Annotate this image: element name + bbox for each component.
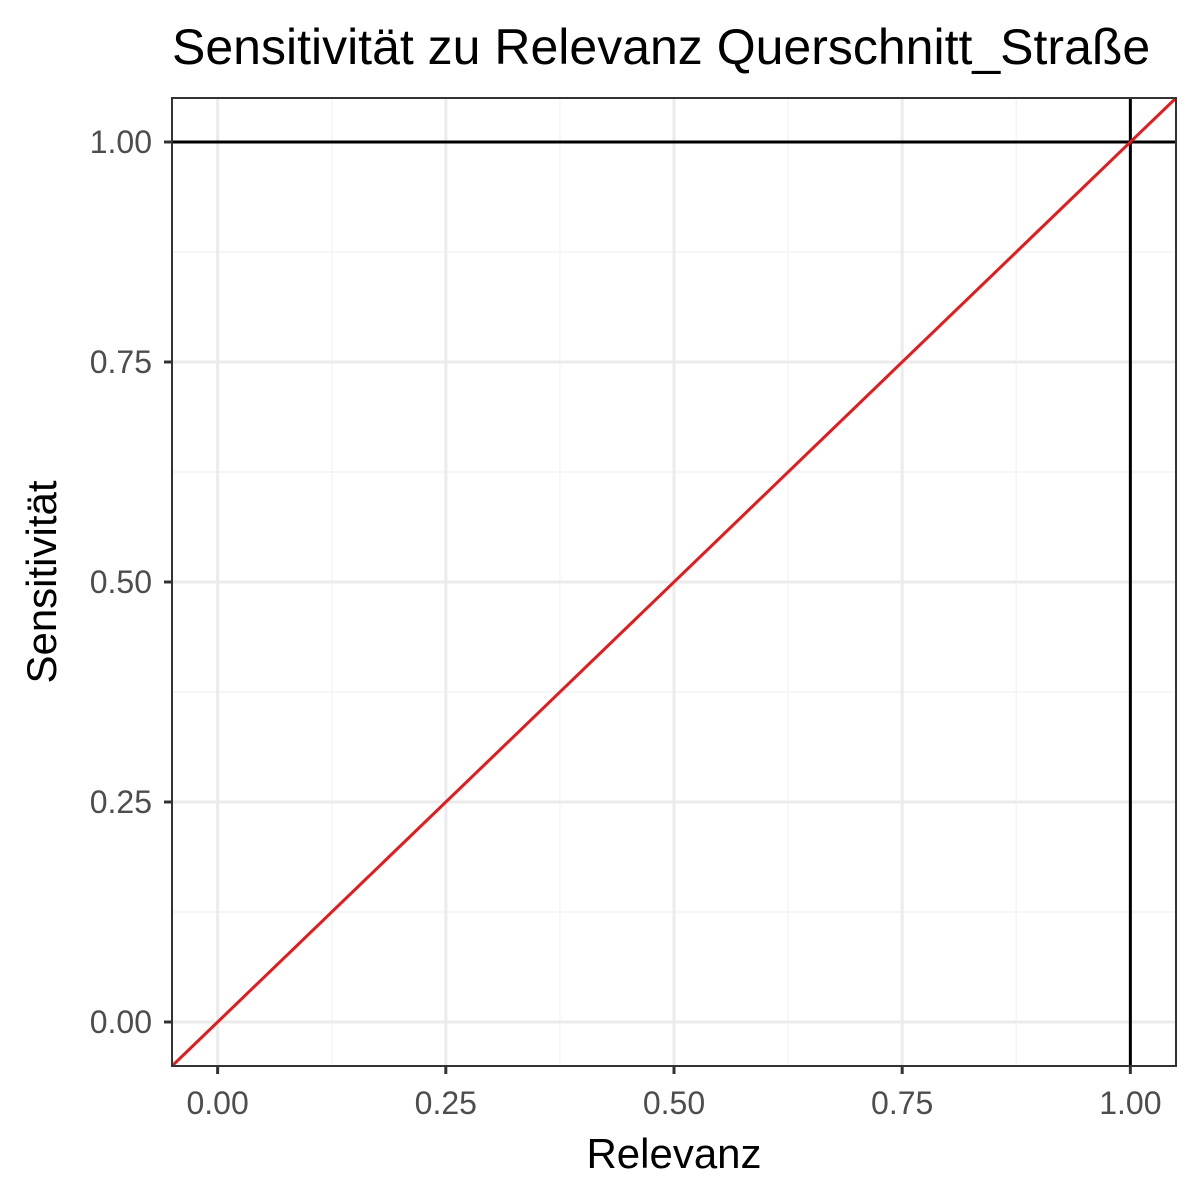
y-tick-label: 1.00: [90, 124, 152, 160]
y-axis-title: Sensitivität: [18, 480, 65, 683]
x-tick-label: 1.00: [1099, 1085, 1161, 1121]
x-tick-label: 0.75: [871, 1085, 933, 1121]
x-axis: 0.00 0.25 0.50 0.75 1.00: [186, 1066, 1162, 1121]
y-tick-label: 0.25: [90, 784, 152, 820]
y-tick-label: 0.75: [90, 344, 152, 380]
x-tick-label: 0.00: [186, 1085, 248, 1121]
chart-title: Sensitivität zu Relevanz Querschnitt_Str…: [172, 19, 1150, 75]
y-tick-label: 0.50: [90, 564, 152, 600]
reference-lines: [172, 98, 1176, 1066]
x-tick-label: 0.25: [415, 1085, 477, 1121]
x-axis-title: Relevanz: [586, 1130, 761, 1177]
y-tick-label: 0.00: [90, 1004, 152, 1040]
x-tick-label: 0.50: [643, 1085, 705, 1121]
y-axis: 0.00 0.25 0.50 0.75 1.00: [90, 124, 172, 1040]
series-line: [172, 98, 1176, 1066]
series-layer: [172, 98, 1176, 1066]
